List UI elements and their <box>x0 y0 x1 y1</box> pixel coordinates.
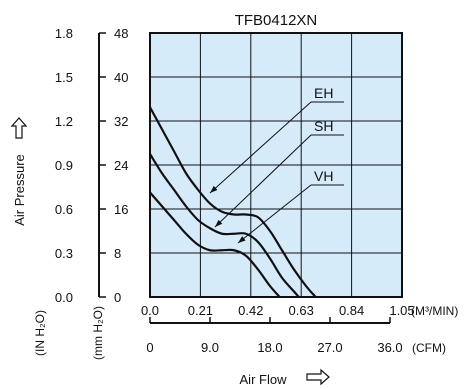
curve-leader-line <box>209 101 312 194</box>
x-ticks-cfm: 0 9.0 18.0 27.0 36.0 <box>146 317 403 355</box>
series-line-vh <box>149 191 281 298</box>
y-tick-label-mm: 40 <box>114 70 128 85</box>
x-tick-label-m3: 0.42 <box>238 303 263 318</box>
y-axis-title: Air Pressure <box>12 154 27 226</box>
y-tick-label-in: 1.2 <box>55 114 73 129</box>
y-unit-in: (IN H₂O) <box>33 310 47 356</box>
x-unit-cfm: (CFM) <box>412 341 446 355</box>
curve-leader-line <box>237 184 312 244</box>
series-line-sh <box>149 153 300 298</box>
y-tick-label-mm: 16 <box>114 202 128 217</box>
y-tick-label-in: 0.0 <box>55 290 73 305</box>
y-unit-mm: (mm H₂O) <box>91 306 105 360</box>
curve-leader-arrowhead <box>215 219 223 227</box>
x-tick-label-m3: 0.21 <box>188 303 213 318</box>
y-ticks-in: 0.0 0.3 0.6 0.9 1.2 1.5 1.8 <box>55 26 106 305</box>
x-tick-label-m3: 0.84 <box>339 303 364 318</box>
y-tick-label-mm: 24 <box>114 158 128 173</box>
x-tick-label-m3: 0.0 <box>141 303 159 318</box>
x-tick-label-m3: 1.05 <box>389 303 414 318</box>
right-arrow-icon <box>306 368 330 386</box>
y-tick-label-in: 1.5 <box>55 70 73 85</box>
x-tick-label-cfm: 36.0 <box>377 340 402 355</box>
plot-frame <box>149 32 403 298</box>
y-tick-label-mm: 32 <box>114 114 128 129</box>
curve-labels: EH SH VH <box>209 85 344 244</box>
y-tick-label-in: 0.3 <box>55 246 73 261</box>
y-ticks-mm: 0 8 16 24 32 40 48 <box>114 26 128 305</box>
chart-title: TFB0412XN <box>235 12 318 29</box>
curve-label-eh: EH <box>314 85 333 101</box>
x-tick-label-cfm: 18.0 <box>257 340 282 355</box>
series-line-eh <box>149 106 317 298</box>
y-tick-label-mm: 0 <box>114 290 121 305</box>
x-tick-label-cfm: 0 <box>146 340 153 355</box>
x-tick-label-cfm: 27.0 <box>317 340 342 355</box>
x-axis-title: Air Flow <box>240 372 288 387</box>
y-tick-label-in: 0.9 <box>55 158 73 173</box>
y-tick-label-mm: 48 <box>114 26 128 41</box>
curve-label-sh: SH <box>314 118 333 134</box>
x-ticks-m3: 0.0 0.21 0.42 0.63 0.84 1.05 <box>141 303 415 318</box>
curves <box>149 106 317 298</box>
y-tick-label-in: 0.6 <box>55 202 73 217</box>
curve-label-vh: VH <box>314 168 333 184</box>
up-arrow-icon <box>10 117 28 139</box>
grid <box>150 33 402 297</box>
curve-leader-arrowhead <box>238 236 246 243</box>
x-tick-label-cfm: 9.0 <box>201 340 219 355</box>
x-unit-m3: (M³/MIN) <box>411 304 458 318</box>
y-tick-label-mm: 8 <box>114 246 121 261</box>
y-tick-label-in: 1.8 <box>55 26 73 41</box>
x-tick-label-m3: 0.63 <box>289 303 314 318</box>
curve-leader-arrowhead <box>210 185 218 193</box>
curve-leader-line <box>214 134 312 228</box>
